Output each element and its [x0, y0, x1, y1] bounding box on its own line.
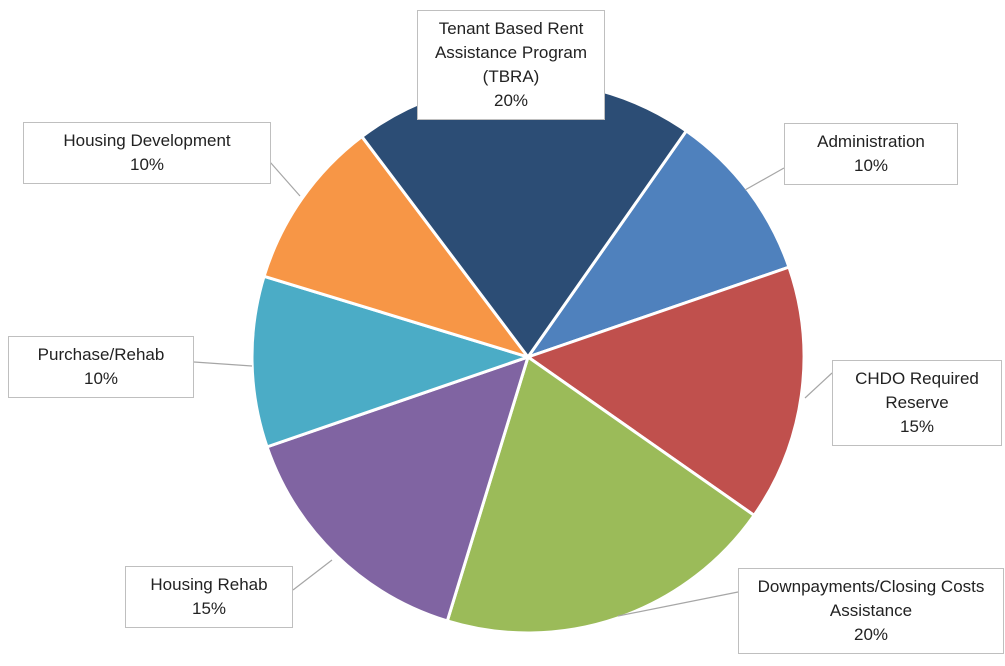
- label-value: 20%: [853, 625, 889, 644]
- label-name: CHDO Required Reserve: [855, 369, 979, 412]
- leader-line: [744, 167, 785, 191]
- pie-slice: [262, 134, 532, 360]
- label-name: Downpayments/Closing Costs Assistance: [757, 577, 985, 620]
- label-value: 20%: [493, 91, 529, 110]
- data-label: Purchase/Rehab 10%: [8, 336, 194, 398]
- label-name: Tenant Based Rent Assistance Program (TB…: [434, 19, 588, 86]
- label-value: 10%: [129, 155, 165, 174]
- data-label: Downpayments/Closing Costs Assistance 20%: [738, 568, 1004, 654]
- label-value: 10%: [83, 369, 119, 388]
- label-value: 15%: [899, 417, 935, 436]
- leader-line: [292, 559, 333, 591]
- leader-line: [804, 372, 833, 399]
- leader-line: [193, 361, 253, 367]
- data-label: Tenant Based Rent Assistance Program (TB…: [417, 10, 605, 120]
- data-label: Housing Development 10%: [23, 122, 271, 184]
- label-name: Administration: [817, 132, 925, 151]
- data-label: Housing Rehab 15%: [125, 566, 293, 628]
- data-label: Administration 10%: [784, 123, 958, 185]
- pie-slice: [445, 354, 757, 635]
- leader-line: [269, 161, 301, 197]
- label-name: Housing Development: [63, 131, 231, 150]
- leader-line: [617, 591, 739, 617]
- pie-slice: [265, 354, 531, 623]
- label-name: Purchase/Rehab: [37, 345, 165, 364]
- label-name: Housing Rehab: [150, 575, 268, 594]
- pie-slice: [524, 265, 806, 518]
- pie-slice: [250, 274, 533, 449]
- label-value: 15%: [191, 599, 227, 618]
- label-value: 10%: [853, 156, 889, 175]
- data-label: CHDO Required Reserve 15%: [832, 360, 1002, 446]
- pie-slice: [524, 128, 791, 360]
